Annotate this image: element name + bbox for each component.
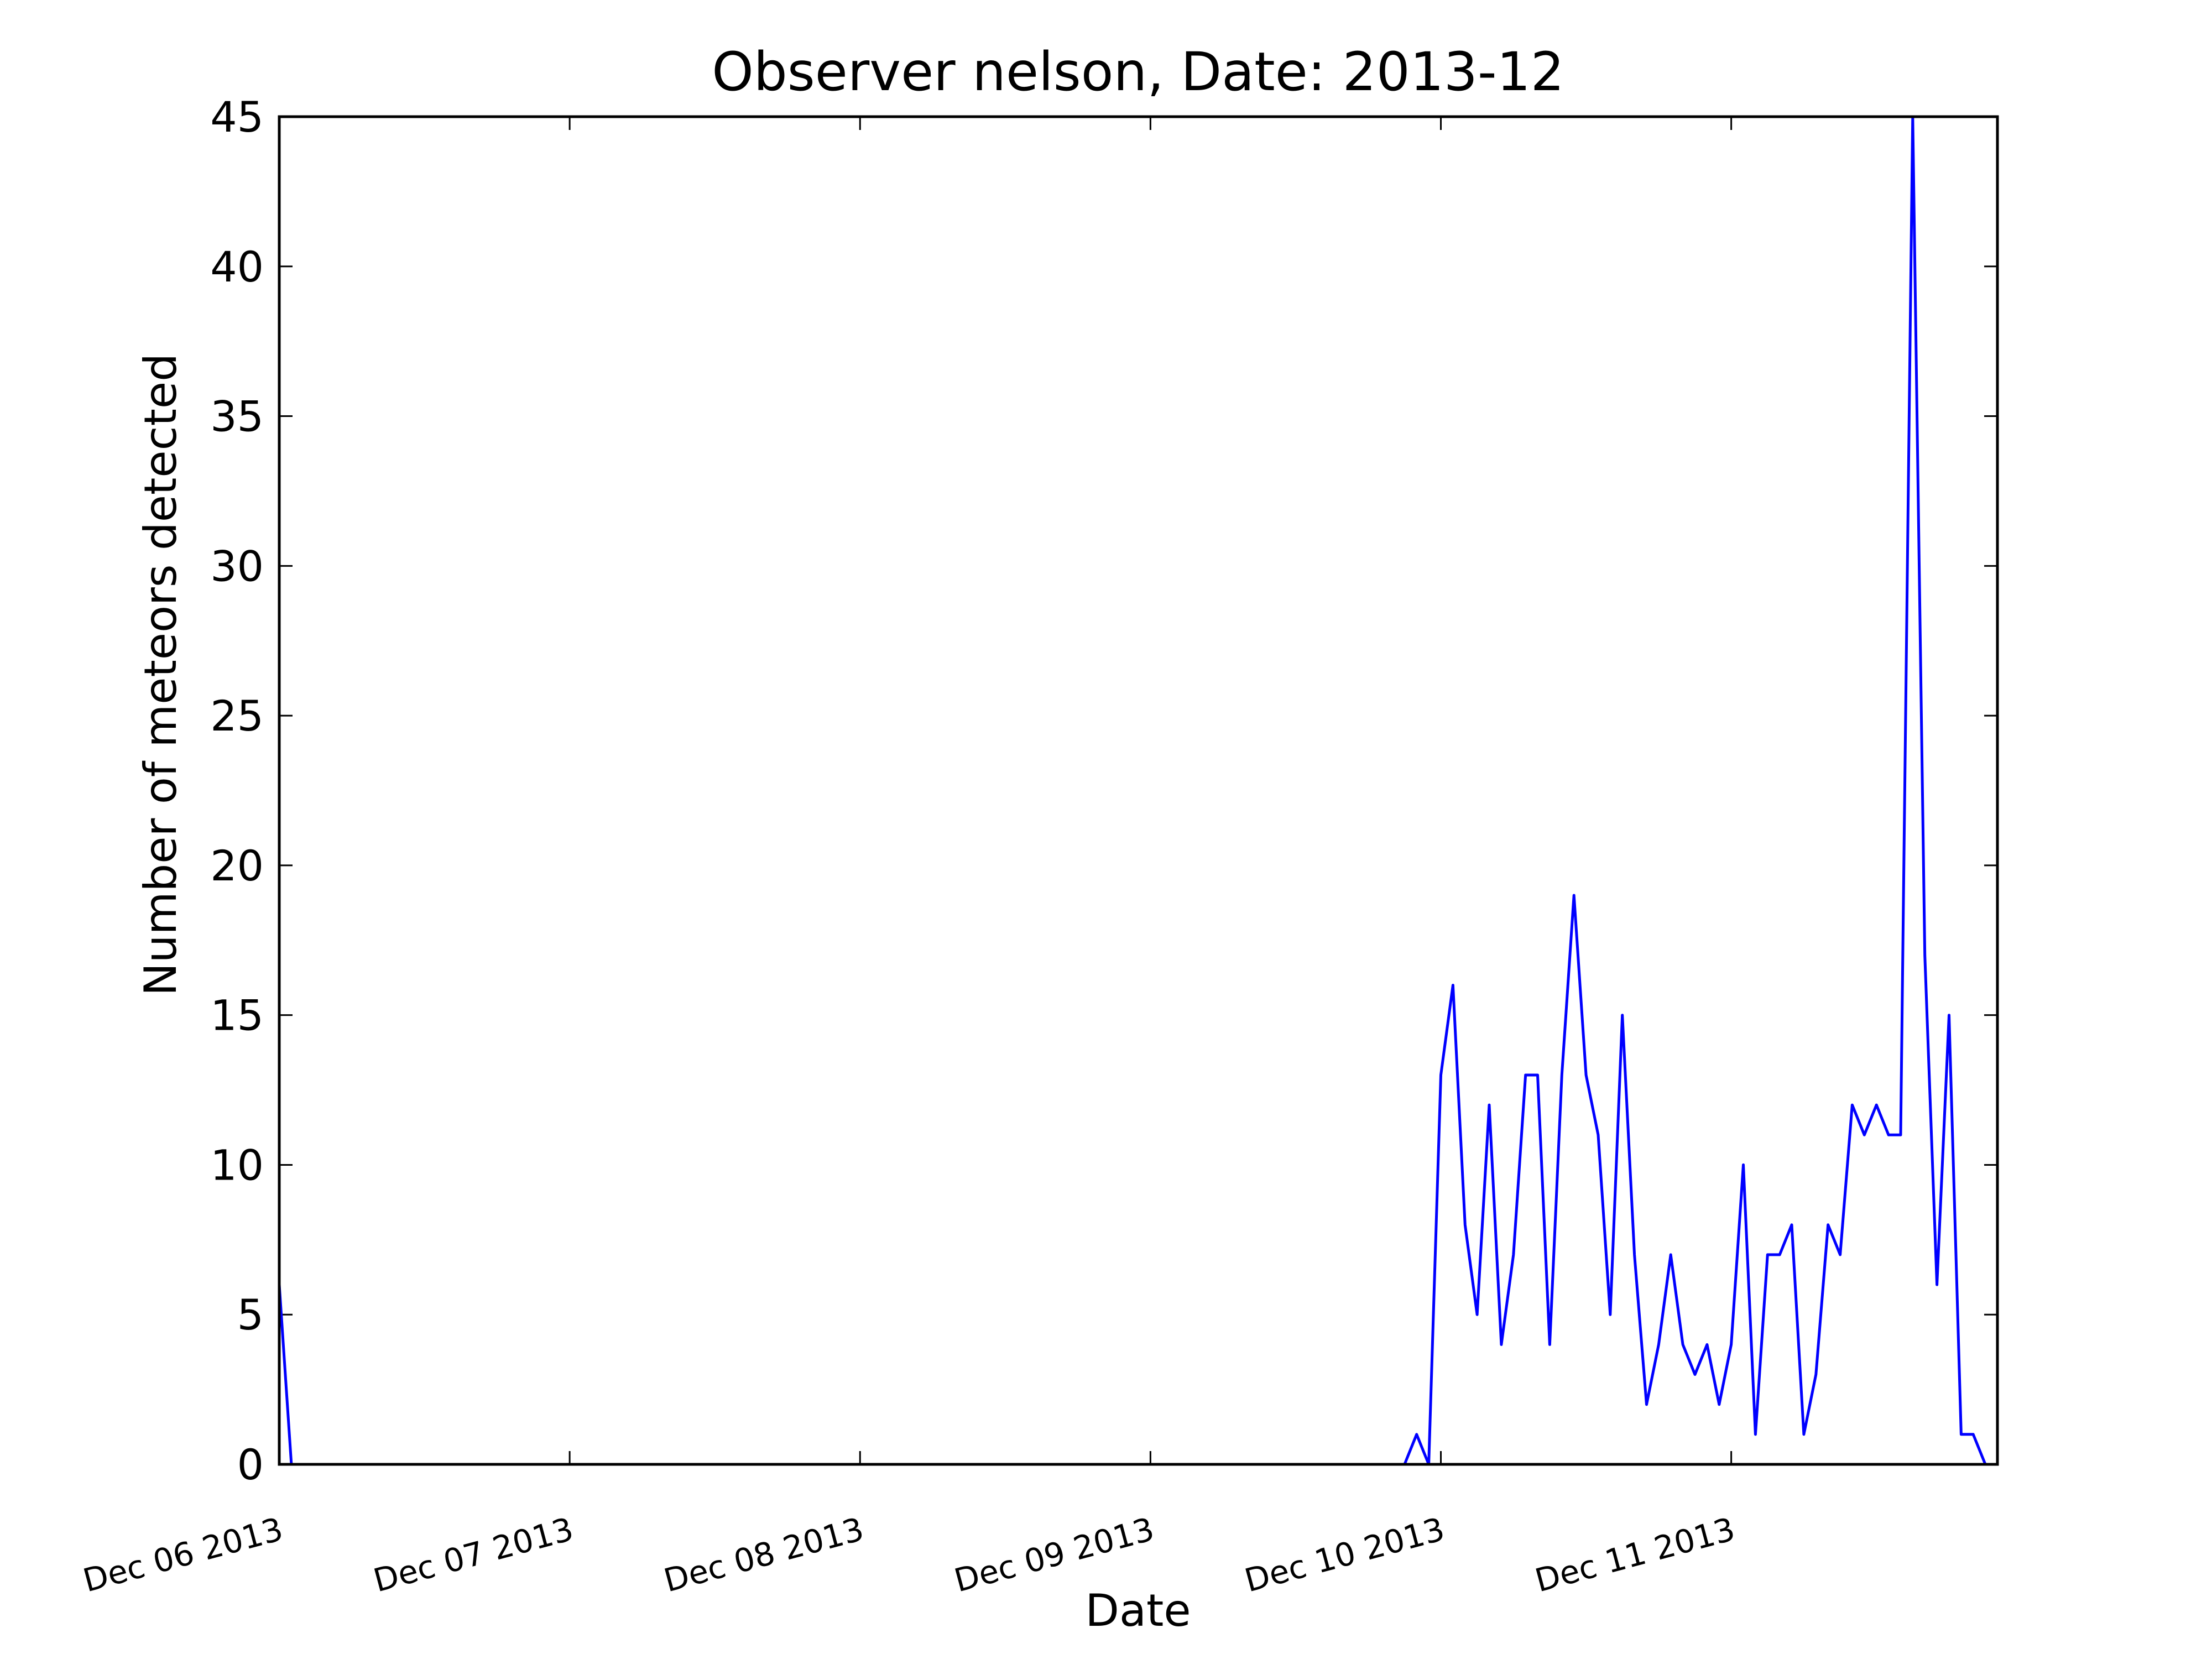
chart-title: Observer nelson, Date: 2013-12 [712,41,1564,103]
y-tick-label: 35 [210,392,264,441]
series-line [278,115,1987,1466]
y-tick-label: 40 [210,242,264,291]
y-tick-label: 20 [210,841,264,890]
plot-area-frame [278,115,1999,1466]
y-tick-label: 15 [210,991,264,1040]
y-axis-label: Number of meteors detected [135,353,186,996]
y-tick-label: 10 [210,1140,264,1190]
y-tick-label: 30 [210,541,264,591]
y-tick-label: 0 [237,1440,264,1489]
axis-ticks [278,116,1997,1465]
y-tick-label: 45 [210,92,264,142]
y-tick-label: 25 [210,691,264,740]
x-axis-label: Date [1085,1585,1191,1636]
y-tick-label: 5 [237,1290,264,1339]
